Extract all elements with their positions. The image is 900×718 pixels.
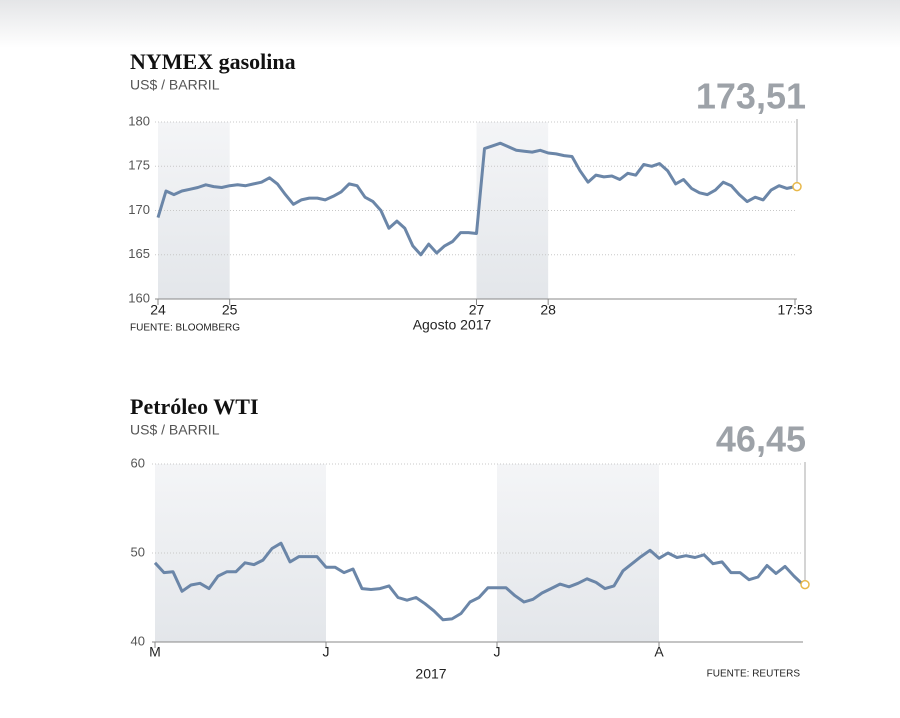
x-title: Agosto 2017 bbox=[413, 317, 492, 333]
last-value: 46,45 bbox=[716, 419, 806, 460]
x-tick-label: M bbox=[149, 644, 161, 660]
chart-title: Petróleo WTI bbox=[130, 394, 259, 419]
last-point bbox=[800, 579, 810, 590]
x-tick-label: 17:53 bbox=[777, 302, 812, 318]
y-tick-label: 60 bbox=[131, 455, 145, 470]
source: FUENTE: REUTERS bbox=[707, 669, 801, 680]
last-point bbox=[792, 181, 802, 192]
y-tick-label: 165 bbox=[128, 246, 150, 261]
x-tick-label: 27 bbox=[469, 302, 485, 318]
x-tick-label: 25 bbox=[222, 302, 238, 318]
y-tick-label: 180 bbox=[128, 113, 150, 128]
y-tick-label: 160 bbox=[128, 290, 150, 305]
y-tick-label: 170 bbox=[128, 202, 150, 217]
x-tick-label: J bbox=[494, 644, 501, 660]
y-tick-label: 50 bbox=[131, 544, 145, 559]
price-line bbox=[156, 141, 796, 257]
x-tick-label: J bbox=[323, 644, 330, 660]
x-tick-label: A bbox=[654, 644, 664, 660]
chart-title: NYMEX gasolina bbox=[130, 49, 296, 74]
last-value: 173,51 bbox=[696, 76, 806, 117]
subtitle: US$ / BARRIL bbox=[130, 422, 220, 438]
x-tick-label: 28 bbox=[540, 302, 556, 318]
band bbox=[158, 122, 230, 299]
source: FUENTE: BLOOMBERG bbox=[130, 323, 240, 334]
header-shade bbox=[0, 0, 900, 48]
x-tick-label: 24 bbox=[150, 302, 166, 318]
price-line bbox=[153, 541, 805, 622]
band bbox=[155, 464, 326, 642]
subtitle: US$ / BARRIL bbox=[130, 77, 220, 93]
y-tick-label: 175 bbox=[128, 158, 150, 173]
x-title: 2017 bbox=[415, 666, 446, 682]
y-tick-label: 40 bbox=[131, 633, 145, 648]
